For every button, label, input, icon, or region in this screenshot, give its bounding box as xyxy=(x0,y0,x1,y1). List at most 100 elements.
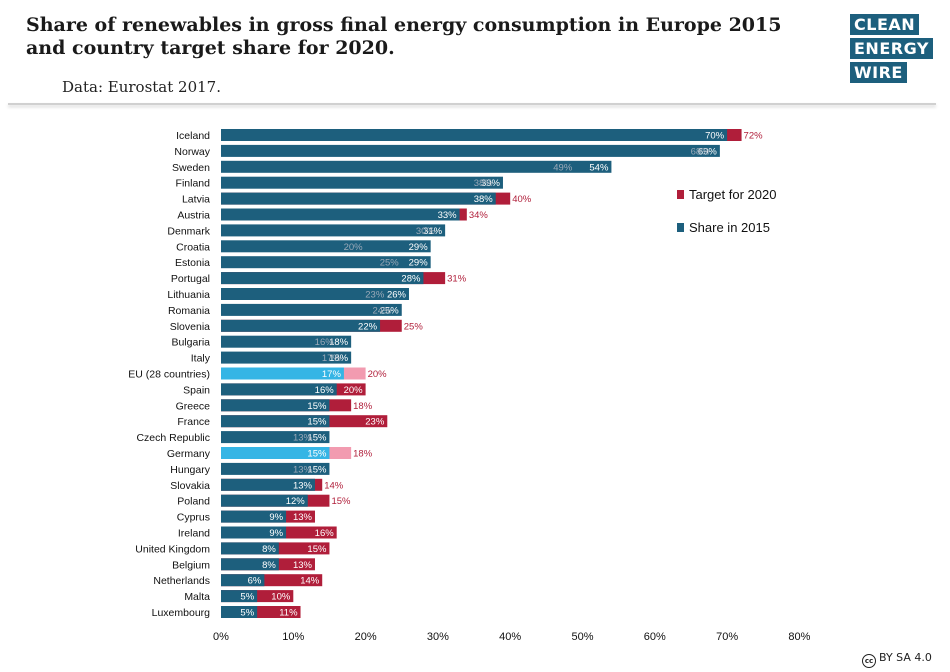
license-badge: cc BY SA 4.0 xyxy=(862,651,932,668)
category-label: Poland xyxy=(177,496,210,508)
share-bar xyxy=(221,431,330,444)
creative-commons-icon: cc xyxy=(862,654,876,668)
share-bar xyxy=(221,129,728,141)
x-tick-label: 30% xyxy=(427,631,449,643)
target-value-label: 15% xyxy=(307,544,327,555)
share-bar xyxy=(221,208,460,221)
share-value-label: 8% xyxy=(262,544,276,555)
category-label: United Kingdom xyxy=(135,543,210,555)
share-value-label: 33% xyxy=(438,210,458,221)
category-label: Luxembourg xyxy=(152,607,211,619)
target-value-label: 14% xyxy=(300,576,320,587)
target-value-label: 20% xyxy=(344,242,364,253)
category-label: Italy xyxy=(191,353,211,365)
category-label: Bulgaria xyxy=(171,337,210,349)
data-source: Data: Eurostat 2017. xyxy=(62,78,221,96)
share-bar xyxy=(221,224,446,237)
target-value-label: 14% xyxy=(324,480,344,491)
share-bar xyxy=(221,494,308,507)
category-label: Sweden xyxy=(172,162,210,174)
header-divider xyxy=(8,103,936,105)
category-label: Malta xyxy=(184,591,210,603)
target-value-label: 34% xyxy=(469,210,489,221)
share-bar xyxy=(221,256,431,269)
category-label: Austria xyxy=(177,210,210,222)
share-bar xyxy=(221,176,503,189)
x-tick-label: 60% xyxy=(644,631,666,643)
category-label: Slovakia xyxy=(170,480,210,492)
share-value-label: 70% xyxy=(705,131,725,142)
target-value-label: 13% xyxy=(293,560,313,571)
category-label: Belgium xyxy=(172,559,210,571)
header: Share of renewables in gross final energ… xyxy=(0,0,950,104)
share-bar xyxy=(221,144,720,157)
share-bar xyxy=(221,415,330,428)
share-value-label: 9% xyxy=(269,512,283,523)
share-value-label: 54% xyxy=(589,162,609,173)
category-label: Germany xyxy=(167,448,211,460)
share-value-label: 22% xyxy=(358,321,378,332)
share-bar xyxy=(221,399,330,412)
share-value-label: 29% xyxy=(409,242,429,253)
share-value-label: 29% xyxy=(409,258,429,269)
target-value-label: 38% xyxy=(474,178,494,189)
target-value-label: 23% xyxy=(365,290,385,301)
share-value-label: 9% xyxy=(269,528,283,539)
legend-label-share: Share in 2015 xyxy=(689,220,770,235)
share-bar xyxy=(221,351,352,364)
target-value-label: 23% xyxy=(365,417,385,428)
target-value-label: 15% xyxy=(331,496,351,507)
category-label: Greece xyxy=(176,400,211,412)
share-value-label: 15% xyxy=(307,464,327,475)
category-label: Finland xyxy=(176,178,211,190)
x-tick-label: 0% xyxy=(213,631,229,643)
share-bar xyxy=(221,335,352,348)
logo-word-energy: ENERGY xyxy=(850,38,933,59)
share-bar xyxy=(221,303,402,316)
renewables-bar-chart: Iceland 70% 72% Norway 69%68% Sweden 54% 49% Fin… xyxy=(128,129,811,643)
share-bar xyxy=(221,288,409,300)
legend-swatch-share xyxy=(677,223,684,232)
share-value-label: 5% xyxy=(240,608,254,619)
share-value-label: 8% xyxy=(262,560,276,571)
share-value-label: 17% xyxy=(322,369,342,380)
share-value-label: 16% xyxy=(315,385,335,396)
x-tick-label: 80% xyxy=(788,631,810,643)
x-tick-label: 70% xyxy=(716,631,738,643)
category-label: Portugal xyxy=(171,273,210,285)
share-value-label: 15% xyxy=(307,417,327,428)
category-label: France xyxy=(177,416,210,428)
target-value-label: 25% xyxy=(404,321,424,332)
share-value-label: 18% xyxy=(329,337,349,348)
clean-energy-wire-logo[interactable]: CLEAN ENERGY WIRE xyxy=(850,14,933,86)
share-value-label: 12% xyxy=(286,496,306,507)
share-value-label: 5% xyxy=(240,592,254,603)
share-bar xyxy=(221,510,287,523)
category-label: Netherlands xyxy=(153,575,210,587)
share-bar xyxy=(221,542,279,555)
target-value-label: 18% xyxy=(353,401,373,412)
target-value-label: 68% xyxy=(691,146,711,157)
share-value-label: 6% xyxy=(248,576,262,587)
share-bar xyxy=(221,240,431,253)
share-value-label: 39% xyxy=(481,178,501,189)
target-value-label: 40% xyxy=(512,194,532,205)
category-label: Croatia xyxy=(176,241,210,253)
target-value-label: 13% xyxy=(293,512,313,523)
share-bar xyxy=(221,462,330,475)
share-bar xyxy=(221,383,337,396)
share-bar xyxy=(221,574,265,587)
share-value-label: 28% xyxy=(401,274,421,285)
logo-word-clean: CLEAN xyxy=(850,14,920,35)
category-label: Norway xyxy=(174,146,210,158)
target-value-label: 30% xyxy=(416,226,436,237)
category-label: Hungary xyxy=(170,464,210,476)
share-value-label: 15% xyxy=(307,433,327,444)
share-bar xyxy=(221,319,381,332)
category-label: Denmark xyxy=(167,225,210,237)
share-bar xyxy=(221,558,279,571)
share-value-label: 18% xyxy=(329,353,349,364)
x-tick-label: 40% xyxy=(499,631,521,643)
target-value-label: 18% xyxy=(353,449,373,460)
category-label: Cyprus xyxy=(177,512,210,524)
